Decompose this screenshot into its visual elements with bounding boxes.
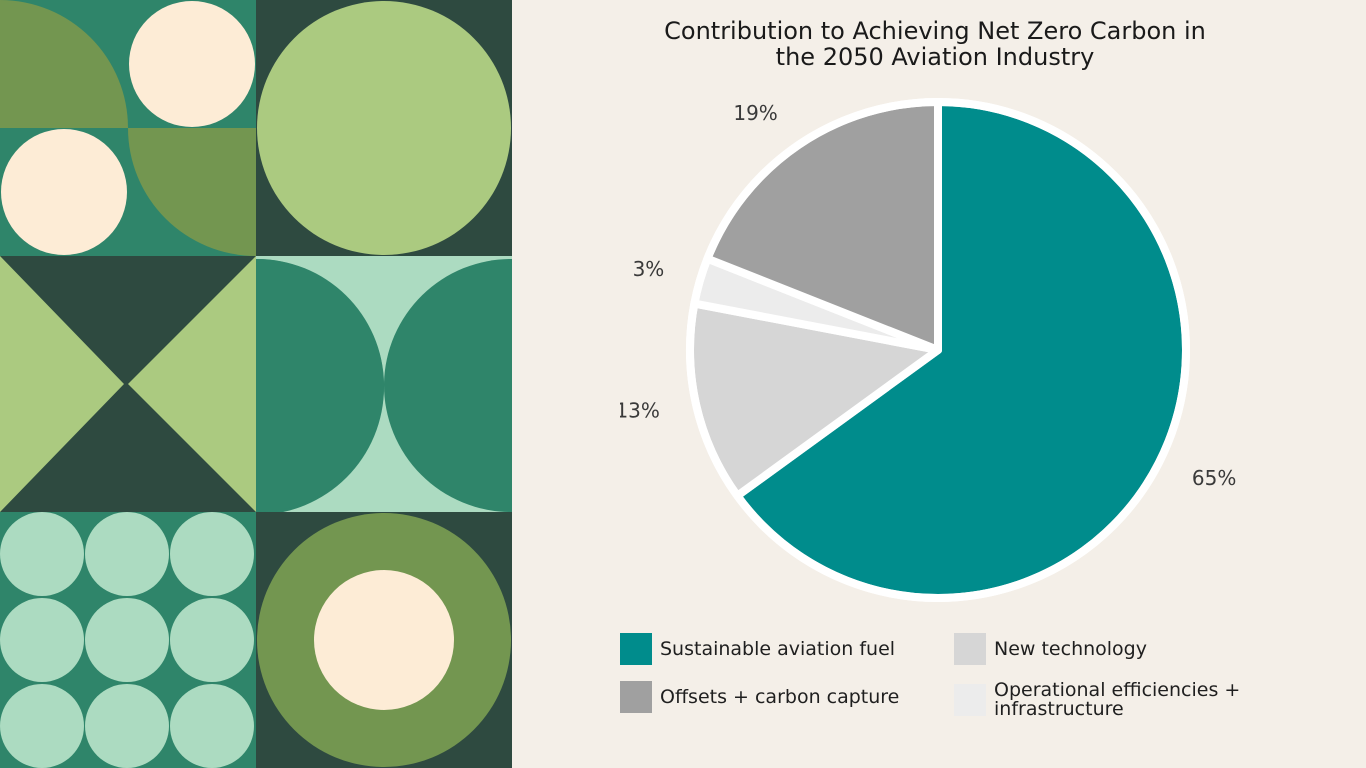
chart-title: Contribution to Achieving Net Zero Carbo… (570, 18, 1300, 70)
legend-item-sustainable-aviation-fuel: Sustainable aviation fuel (620, 633, 930, 665)
pattern-tile-ring (256, 512, 512, 768)
pie-label-operational-efficiencies-infrastructure: 3% (633, 257, 665, 281)
pie-label-sustainable-aviation-fuel: 65% (1192, 466, 1236, 490)
chart-title-line-1: Contribution to Achieving Net Zero Carbo… (664, 17, 1206, 45)
pattern-tile-big-circle (256, 0, 512, 256)
pie-slices (686, 98, 1190, 602)
legend-item-offsets-carbon-capture: Offsets + carbon capture (620, 681, 930, 713)
legend-item-new-technology: New technology (954, 633, 1264, 665)
pattern-tile-hourglass (0, 256, 256, 512)
legend-label-offsets-carbon-capture: Offsets + carbon capture (660, 685, 900, 708)
decorative-pattern (0, 0, 512, 768)
legend-label-new-technology: New technology (994, 637, 1147, 660)
chart-title-line-2: the 2050 Aviation Industry (775, 43, 1095, 71)
pattern-tile-dot-grid (0, 512, 256, 768)
pattern-tile-semicircles (256, 256, 512, 515)
legend-item-operational-efficiencies: Operational efficiencies + infrastructur… (954, 681, 1264, 719)
pie-label-offsets-carbon-capture: 19% (733, 101, 777, 125)
legend-swatch-offsets-carbon-capture (620, 681, 652, 713)
pie-outline (686, 98, 1190, 602)
legend-swatch-operational-efficiencies (954, 684, 986, 716)
pie-labels: 65% 13% 3% 19% (620, 101, 1236, 490)
pie-chart: 65% 13% 3% 19% (620, 98, 1236, 602)
legend-swatch-sustainable-aviation-fuel (620, 633, 652, 665)
legend-label-operational-efficiencies: Operational efficiencies + infrastructur… (994, 679, 1241, 720)
pie-label-new-technology: 13% (620, 399, 660, 423)
pattern-tile-quarter-circles (0, 0, 256, 256)
legend-swatch-new-technology (954, 633, 986, 665)
legend-label-sustainable-aviation-fuel: Sustainable aviation fuel (660, 637, 896, 660)
